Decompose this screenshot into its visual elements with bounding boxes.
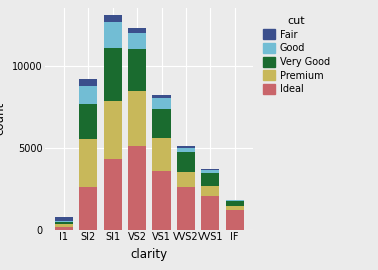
Bar [177,152,195,173]
Bar [55,217,73,221]
Bar [226,201,244,206]
Bar [79,104,98,139]
Bar [226,206,244,210]
Bar [177,173,195,187]
Bar [79,79,98,86]
Bar [128,146,146,230]
Bar [177,146,195,147]
Bar [104,101,122,159]
Bar [55,222,73,224]
X-axis label: clarity: clarity [131,248,168,261]
Bar [152,138,170,171]
Bar [128,28,146,33]
Bar [152,171,170,230]
Bar [226,200,244,201]
Bar [128,33,146,49]
Bar [104,48,122,101]
Bar [104,22,122,48]
Bar [79,187,98,230]
Bar [152,98,170,109]
Bar [55,221,73,222]
Bar [79,86,98,104]
Y-axis label: count: count [0,102,6,136]
Bar [152,96,170,98]
Bar [201,169,219,170]
Bar [177,187,195,230]
Bar [104,159,122,230]
Bar [201,196,219,229]
Bar [55,227,73,230]
Bar [152,109,170,138]
Bar [104,15,122,22]
Bar [226,210,244,230]
Bar [79,139,98,187]
Bar [128,91,146,146]
Bar [201,186,219,196]
Bar [128,49,146,91]
Bar [201,173,219,186]
Legend: Fair, Good, Very Good, Premium, Ideal: Fair, Good, Very Good, Premium, Ideal [260,13,333,97]
Bar [201,170,219,173]
Bar [55,224,73,227]
Bar [177,147,195,152]
